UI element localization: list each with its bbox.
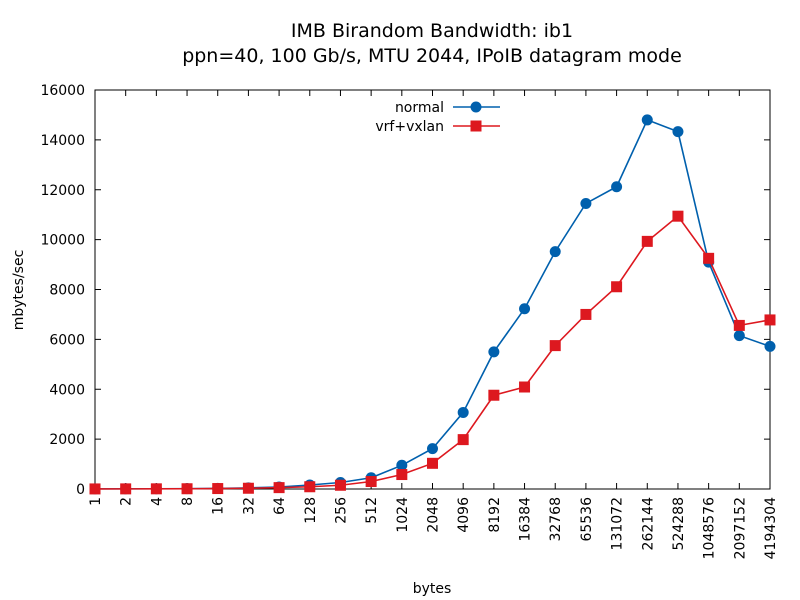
data-point bbox=[549, 246, 561, 258]
data-point bbox=[641, 114, 653, 126]
x-tick-label: 8192 bbox=[487, 497, 503, 533]
x-tick-label: 2097152 bbox=[732, 497, 748, 559]
data-point bbox=[150, 483, 162, 495]
plot-frame bbox=[94, 89, 771, 490]
series-line bbox=[94, 118, 771, 490]
y-tick-label: 0 bbox=[76, 482, 85, 498]
x-tick-label: 65536 bbox=[579, 497, 595, 542]
chart-title: IMB Birandom Bandwidth: ib1 bbox=[291, 20, 573, 42]
x-tick-label: 1024 bbox=[395, 497, 411, 533]
x-tick-label: 256 bbox=[333, 497, 349, 524]
data-point bbox=[181, 483, 193, 495]
legend-marker bbox=[470, 120, 482, 132]
data-point bbox=[764, 340, 776, 352]
data-point bbox=[396, 459, 408, 471]
data-point bbox=[427, 443, 438, 455]
series-group bbox=[89, 114, 776, 495]
y-tick-label: 14000 bbox=[40, 133, 85, 149]
chart-subtitle: ppn=40, 100 Gb/s, MTU 2044, IPoIB datagr… bbox=[182, 45, 682, 67]
series-1 bbox=[89, 114, 776, 495]
y-tick-label: 10000 bbox=[40, 233, 85, 249]
data-point bbox=[733, 319, 745, 331]
x-tick-label: 4096 bbox=[456, 497, 472, 533]
legend: normal vrf+vxlan bbox=[375, 100, 500, 135]
data-point bbox=[488, 346, 500, 358]
data-point bbox=[120, 483, 132, 495]
x-axis: 1 2 4 8 16 32 64 128 256 512 1024 2048 4096 8192 16384… bbox=[88, 90, 779, 559]
y-tick-label: 4000 bbox=[49, 382, 85, 398]
data-point bbox=[672, 210, 684, 222]
x-tick-label: 512 bbox=[364, 497, 380, 524]
x-tick-label: 262144 bbox=[640, 497, 656, 551]
data-point bbox=[334, 479, 346, 491]
legend-label: vrf+vxlan bbox=[375, 119, 444, 135]
series-2 bbox=[89, 210, 776, 495]
data-point bbox=[488, 389, 500, 401]
data-point bbox=[396, 469, 408, 481]
data-point bbox=[457, 434, 469, 446]
data-point bbox=[89, 483, 101, 495]
data-point bbox=[611, 281, 623, 293]
y-tick-label: 12000 bbox=[40, 183, 85, 199]
x-axis-label: bytes bbox=[413, 581, 452, 597]
data-point bbox=[733, 330, 745, 342]
x-tick-label: 1 bbox=[88, 497, 104, 506]
data-point bbox=[304, 481, 316, 493]
x-tick-label: 8 bbox=[180, 497, 196, 506]
x-tick-label: 32 bbox=[241, 497, 257, 515]
x-tick-label: 1048576 bbox=[702, 497, 718, 559]
data-point bbox=[519, 381, 531, 393]
data-point bbox=[641, 235, 653, 247]
x-tick-label: 524288 bbox=[671, 497, 687, 550]
y-tick-label: 6000 bbox=[49, 332, 85, 348]
data-point bbox=[580, 197, 592, 209]
data-point bbox=[242, 482, 254, 494]
x-tick-label: 4194304 bbox=[763, 497, 779, 559]
x-tick-label: 2048 bbox=[426, 497, 442, 533]
data-point bbox=[549, 340, 561, 352]
data-point bbox=[764, 314, 776, 326]
y-axis-label: mbytes/sec bbox=[11, 250, 27, 331]
y-tick-label: 8000 bbox=[49, 283, 85, 299]
y-axis: 0 2000 4000 6000 8000 10000 12000 14000 16000 bbox=[40, 83, 770, 498]
x-tick-label: 32768 bbox=[548, 497, 564, 542]
x-tick-label: 64 bbox=[272, 497, 288, 515]
data-point bbox=[611, 181, 623, 193]
data-point bbox=[273, 482, 285, 494]
x-tick-label: 16384 bbox=[518, 497, 534, 542]
data-point bbox=[672, 126, 684, 138]
data-point bbox=[580, 308, 592, 320]
x-tick-label: 128 bbox=[303, 497, 319, 524]
data-point bbox=[457, 406, 469, 418]
legend-label: normal bbox=[395, 100, 444, 116]
data-point bbox=[365, 476, 377, 488]
legend-marker bbox=[470, 101, 482, 113]
x-tick-label: 2 bbox=[119, 497, 135, 506]
x-tick-label: 16 bbox=[211, 497, 227, 515]
data-point bbox=[703, 252, 715, 264]
x-tick-label: 131072 bbox=[610, 497, 626, 550]
data-point bbox=[519, 303, 531, 315]
y-tick-label: 16000 bbox=[40, 83, 85, 99]
y-tick-label: 2000 bbox=[49, 432, 85, 448]
data-point bbox=[427, 457, 438, 469]
x-tick-label: 4 bbox=[149, 497, 165, 506]
data-point bbox=[212, 483, 224, 495]
